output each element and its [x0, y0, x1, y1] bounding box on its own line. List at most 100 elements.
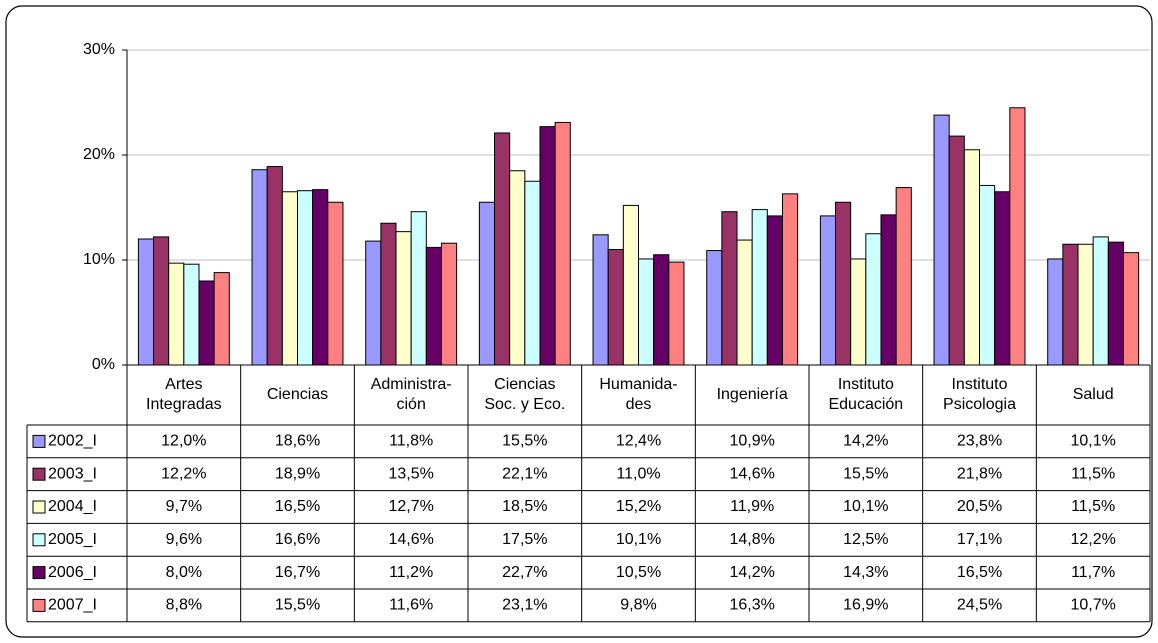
table-cell: 17,5%: [502, 531, 547, 548]
table-cell: 10,1%: [1070, 433, 1115, 450]
table-cell: 16,5%: [957, 564, 1002, 581]
bar: [979, 184, 996, 366]
bar: [266, 166, 283, 366]
x-tick-label: Administra-: [371, 376, 452, 393]
table-cell: 11,6%: [389, 597, 433, 614]
table-cell: 23,1%: [502, 597, 547, 614]
bar: [994, 191, 1011, 366]
bar: [948, 135, 965, 366]
table-cell: 21,8%: [957, 465, 1002, 482]
bar: [835, 201, 852, 366]
table-cell: 14,3%: [843, 564, 888, 581]
bar: [478, 201, 496, 366]
bar: [251, 169, 268, 366]
legend-label: 2002_I: [48, 433, 97, 450]
y-tick-label: 0%: [92, 356, 115, 373]
table-cell: 10,1%: [616, 531, 661, 548]
bar: [554, 121, 571, 366]
y-tick-label: 10%: [83, 251, 115, 268]
x-tick-label: Soc. y Eco.: [484, 396, 565, 413]
bar: [1009, 107, 1026, 366]
bar: [638, 258, 655, 366]
table-cell: 11,0%: [616, 465, 660, 482]
legend-swatch: [32, 533, 46, 547]
table-cell: 11,8%: [389, 433, 433, 450]
bar: [440, 242, 458, 366]
x-tick-label: Educación: [828, 396, 903, 413]
x-tick-label: Ciencias: [494, 376, 555, 393]
bar: [137, 238, 155, 366]
table-cell: 16,6%: [275, 531, 320, 548]
bar: [706, 250, 723, 366]
legend-label: 2005_I: [48, 531, 97, 548]
bar: [281, 191, 299, 366]
bar: [751, 209, 768, 366]
bar: [653, 254, 670, 366]
x-tick-label: Psicologia: [943, 396, 1016, 413]
table-cell: 15,2%: [616, 498, 661, 515]
table-cell: 15,5%: [502, 433, 547, 450]
x-tick-label: Ingeniería: [717, 386, 788, 403]
bar: [607, 249, 624, 366]
table-cell: 18,6%: [275, 433, 320, 450]
bar: [1122, 252, 1140, 366]
bar: [622, 204, 639, 366]
legend-swatch: [32, 566, 46, 580]
bar: [425, 246, 442, 366]
bar: [1092, 236, 1109, 366]
legend-swatch: [32, 500, 46, 514]
table-cell: 24,5%: [957, 597, 1002, 614]
table-cell: 10,7%: [1070, 597, 1115, 614]
table-cell: 10,9%: [729, 433, 774, 450]
table-cell: 18,5%: [502, 498, 547, 515]
table-cell: 12,4%: [616, 433, 661, 450]
bar: [766, 215, 783, 366]
bar: [153, 236, 170, 366]
bar: [494, 132, 511, 366]
table-cell: 8,8%: [166, 597, 202, 614]
table-cell: 16,9%: [843, 597, 888, 614]
table-cell: 11,2%: [389, 564, 433, 581]
table-cell: 12,2%: [1070, 531, 1115, 548]
table-cell: 15,5%: [843, 465, 888, 482]
x-tick-label: Artes: [165, 376, 202, 393]
x-tick-label: Integradas: [146, 396, 222, 413]
table-cell: 13,5%: [388, 465, 433, 482]
bar: [850, 258, 867, 366]
x-tick-label: des: [626, 396, 652, 413]
bar: [781, 193, 799, 366]
x-tick-label: ción: [396, 396, 425, 413]
table-cell: 10,5%: [616, 564, 661, 581]
x-tick-label: Instituto: [838, 376, 894, 393]
x-tick-label: Humanida-: [599, 376, 677, 393]
bar: [410, 211, 427, 366]
bar: [865, 233, 882, 366]
bar: [1047, 258, 1064, 366]
table-cell: 14,6%: [388, 531, 433, 548]
table-cell: 12,5%: [843, 531, 888, 548]
table-cell: 22,1%: [502, 465, 547, 482]
bar: [365, 240, 382, 366]
legend-swatch: [32, 434, 46, 448]
table-cell: 16,7%: [275, 564, 320, 581]
bar: [592, 234, 609, 366]
bar: [1077, 243, 1094, 366]
bar: [198, 280, 215, 366]
table-cell: 12,0%: [161, 433, 206, 450]
table-cell: 16,3%: [729, 597, 774, 614]
bar: [819, 215, 837, 366]
y-tick-label: 30%: [83, 41, 115, 58]
legend-label: 2004_I: [48, 498, 97, 515]
table-cell: 15,5%: [275, 597, 320, 614]
bar: [168, 262, 185, 366]
chart-frame: [5, 5, 1153, 638]
bar: [539, 126, 556, 366]
bar: [933, 114, 950, 366]
table-cell: 22,7%: [502, 564, 547, 581]
legend-swatch: [32, 598, 46, 612]
bar: [509, 170, 526, 366]
table-cell: 17,1%: [957, 531, 1002, 548]
table-cell: 9,7%: [166, 498, 202, 515]
